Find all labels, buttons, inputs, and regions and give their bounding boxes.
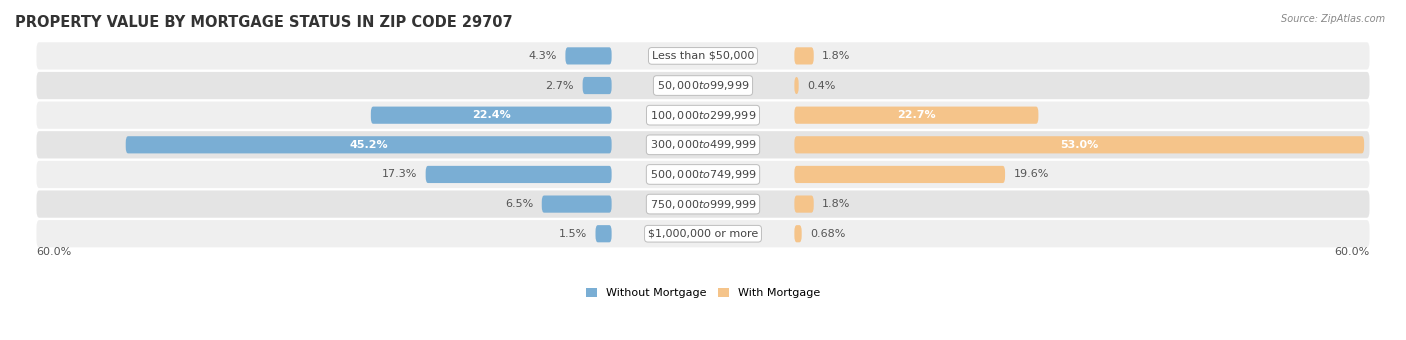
Text: 22.4%: 22.4% [472, 110, 510, 120]
FancyBboxPatch shape [37, 161, 1369, 188]
FancyBboxPatch shape [37, 72, 1369, 99]
Text: Source: ZipAtlas.com: Source: ZipAtlas.com [1281, 14, 1385, 23]
FancyBboxPatch shape [426, 166, 612, 183]
FancyBboxPatch shape [371, 106, 612, 124]
FancyBboxPatch shape [794, 106, 1039, 124]
FancyBboxPatch shape [37, 220, 1369, 248]
FancyBboxPatch shape [794, 225, 801, 242]
Text: 45.2%: 45.2% [349, 140, 388, 150]
Text: PROPERTY VALUE BY MORTGAGE STATUS IN ZIP CODE 29707: PROPERTY VALUE BY MORTGAGE STATUS IN ZIP… [15, 15, 513, 30]
Text: $750,000 to $999,999: $750,000 to $999,999 [650, 198, 756, 210]
Text: Less than $50,000: Less than $50,000 [652, 51, 754, 61]
FancyBboxPatch shape [794, 47, 814, 65]
Text: 0.4%: 0.4% [807, 81, 835, 90]
Text: 1.8%: 1.8% [823, 199, 851, 209]
FancyBboxPatch shape [794, 166, 1005, 183]
FancyBboxPatch shape [541, 195, 612, 213]
Text: $100,000 to $299,999: $100,000 to $299,999 [650, 109, 756, 122]
Text: 6.5%: 6.5% [505, 199, 533, 209]
Text: 22.7%: 22.7% [897, 110, 936, 120]
FancyBboxPatch shape [37, 42, 1369, 69]
Text: 60.0%: 60.0% [1334, 247, 1369, 257]
Text: $500,000 to $749,999: $500,000 to $749,999 [650, 168, 756, 181]
Text: 1.8%: 1.8% [823, 51, 851, 61]
FancyBboxPatch shape [565, 47, 612, 65]
Text: 17.3%: 17.3% [381, 169, 418, 180]
FancyBboxPatch shape [794, 136, 1364, 153]
Text: $1,000,000 or more: $1,000,000 or more [648, 229, 758, 239]
FancyBboxPatch shape [794, 195, 814, 213]
Text: 53.0%: 53.0% [1060, 140, 1098, 150]
FancyBboxPatch shape [582, 77, 612, 94]
FancyBboxPatch shape [37, 190, 1369, 218]
FancyBboxPatch shape [125, 136, 612, 153]
Legend: Without Mortgage, With Mortgage: Without Mortgage, With Mortgage [586, 288, 820, 298]
FancyBboxPatch shape [794, 77, 799, 94]
Text: 0.68%: 0.68% [810, 229, 845, 239]
FancyBboxPatch shape [596, 225, 612, 242]
FancyBboxPatch shape [37, 102, 1369, 129]
Text: 19.6%: 19.6% [1014, 169, 1049, 180]
Text: 1.5%: 1.5% [558, 229, 586, 239]
Text: 60.0%: 60.0% [37, 247, 72, 257]
Text: $300,000 to $499,999: $300,000 to $499,999 [650, 138, 756, 151]
Text: 4.3%: 4.3% [529, 51, 557, 61]
FancyBboxPatch shape [37, 131, 1369, 158]
Text: 2.7%: 2.7% [546, 81, 574, 90]
Text: $50,000 to $99,999: $50,000 to $99,999 [657, 79, 749, 92]
